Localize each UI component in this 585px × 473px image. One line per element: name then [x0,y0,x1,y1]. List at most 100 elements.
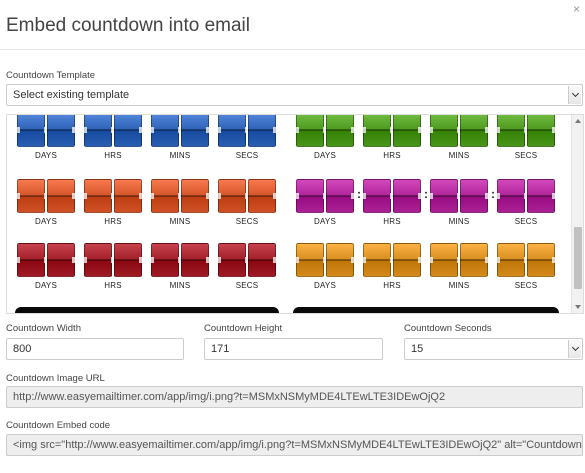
countdown-unit: SECS [497,115,555,160]
countdown-unit: SECS [497,243,555,290]
unit-label: DAYS [314,151,336,160]
flip-tile [84,179,142,213]
embed-code-field[interactable]: <img src="http://www.easyemailtimer.com/… [6,434,583,456]
separator-colon: : [491,187,495,201]
unit-label: DAYS [35,151,57,160]
seconds-select-value: 15 [411,343,424,355]
countdown-unit: MINS [151,243,209,290]
scroll-up-icon[interactable] [572,115,583,127]
flip-tile [497,115,555,147]
template-select[interactable]: Select existing template [6,84,583,106]
flip-tile [296,243,354,277]
flip-tile [430,243,488,277]
header-divider [0,49,585,50]
flip-tile [296,179,354,213]
image-url-label: Countdown Image URL [6,373,105,384]
flip-tile [363,243,421,277]
unit-label: SECS [235,281,259,290]
flip-tile [17,115,75,147]
image-url-field[interactable]: http://www.easyemailtimer.com/app/img/i.… [6,386,583,408]
unit-label: DAYS [314,281,336,290]
unit-label: HRS [383,217,401,226]
countdown-unit: HRS [84,243,142,290]
unit-label: SECS [235,217,259,226]
gallery-scrollbar[interactable] [571,115,583,313]
seconds-select[interactable]: 15 [404,338,583,360]
unit-label: HRS [104,151,122,160]
flip-tile [430,115,488,147]
countdown-unit: HRS [363,179,421,226]
flip-tile [363,179,421,213]
flip-tile [151,179,209,213]
unit-label: HRS [104,217,122,226]
flip-tile [17,179,75,213]
flip-tile [151,115,209,147]
flip-tile [497,243,555,277]
unit-label: SECS [514,151,538,160]
countdown-unit: HRS [84,115,142,160]
countdown-unit: MINS [151,115,209,160]
flip-tile [218,243,276,277]
unit-label: HRS [383,151,401,160]
unit-label: MINS [169,281,191,290]
unit-label: DAYS [314,217,336,226]
countdown-unit: SECS [218,243,276,290]
scroll-down-icon[interactable] [572,301,583,313]
unit-label: MINS [448,217,470,226]
countdown-unit: DAYS [17,179,75,226]
flip-tile [218,115,276,147]
flip-tile [363,115,421,147]
seconds-label: Countdown Seconds [404,323,492,334]
unit-label: SECS [514,217,538,226]
countdown-unit: SECS [218,179,276,226]
countdown-unit: DAYS [296,179,354,226]
template-gallery[interactable]: DAYS HRS MINS SECS DAYS HRS MINS SECS DAYS HRS MIN… [6,114,584,314]
countdown-unit: DAYS [17,243,75,290]
unit-label: DAYS [35,217,57,226]
countdown-unit: MINS [430,179,488,226]
unit-label: MINS [169,217,191,226]
flip-tile [430,179,488,213]
unit-label: HRS [383,281,401,290]
template-label: Countdown Template [6,70,96,81]
flip-tile [151,243,209,277]
flip-tile [17,243,75,277]
unit-label: MINS [169,151,191,160]
countdown-unit: DAYS [296,115,354,160]
flip-tile [497,179,555,213]
width-input[interactable]: 800 [6,338,184,360]
flip-tile [218,179,276,213]
countdown-unit: MINS [430,243,488,290]
countdown-unit: DAYS [296,243,354,290]
flip-tile [296,115,354,147]
separator-colon: : [357,187,361,201]
unit-label: DAYS [35,281,57,290]
width-label: Countdown Width [6,323,81,334]
scrollbar-thumb[interactable] [574,227,582,289]
unit-label: HRS [104,281,122,290]
chevron-down-icon[interactable] [568,86,581,104]
countdown-unit: MINS [430,115,488,160]
flip-tile [84,243,142,277]
unit-label: MINS [448,281,470,290]
countdown-unit: HRS [84,179,142,226]
close-icon[interactable]: × [572,2,580,16]
separator-colon: : [424,187,428,201]
unit-label: SECS [514,281,538,290]
embed-code-label: Countdown Embed code [6,420,111,431]
countdown-unit: HRS [363,115,421,160]
countdown-unit: DAYS [17,115,75,160]
dialog-title: Embed countdown into email [6,15,250,36]
countdown-unit: HRS [363,243,421,290]
flip-tile [84,115,142,147]
template-preview-partial[interactable] [15,307,279,313]
height-label: Countdown Height [204,323,283,334]
countdown-unit: SECS [218,115,276,160]
unit-label: SECS [235,151,259,160]
unit-label: MINS [448,151,470,160]
height-input[interactable]: 171 [204,338,383,360]
template-select-value: Select existing template [13,89,130,101]
countdown-unit: SECS [497,179,555,226]
chevron-down-icon[interactable] [568,340,581,358]
template-preview-partial[interactable] [293,307,559,313]
